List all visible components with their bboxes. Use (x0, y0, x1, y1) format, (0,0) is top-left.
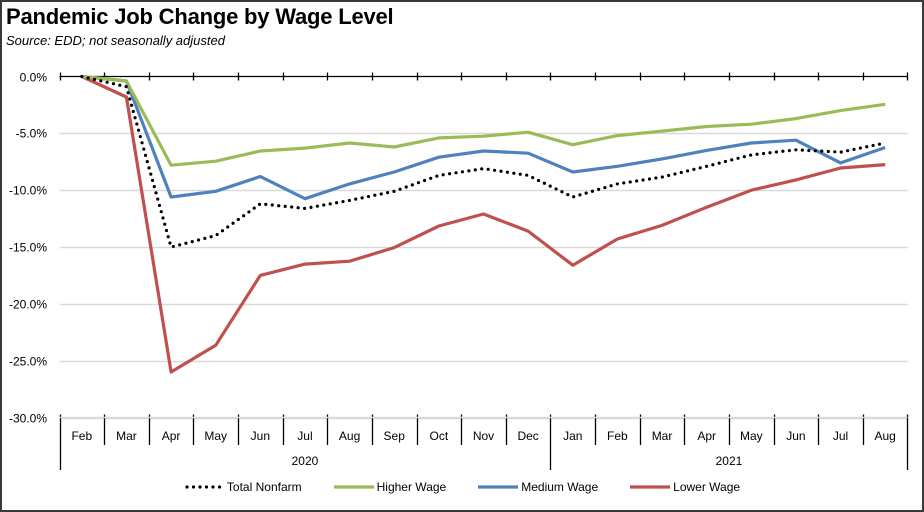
legend-item: Medium Wage (478, 480, 598, 494)
y-tick-label: 0.0% (20, 71, 48, 85)
legend-item: Higher Wage (333, 480, 447, 494)
higher-wage-line (81, 74, 886, 167)
chart-title: Pandemic Job Change by Wage Level (6, 4, 394, 29)
gridlines (59, 132, 908, 420)
x-tick-label: Feb (71, 429, 92, 443)
y-tick-label: -10.0% (9, 184, 47, 198)
x-tick-label: Jun (251, 429, 270, 443)
legend-swatch (478, 485, 519, 489)
legend-swatch (185, 485, 224, 489)
legend: Total Nonfarm Higher Wage Medium Wage Lower… (0, 480, 924, 494)
x-tick-label: Sep (384, 429, 406, 443)
x-axis: Feb Mar Apr May Jun Jul Aug Sep Oct Nov Dec Jan Feb M… (59, 72, 909, 470)
legend-swatch (630, 485, 671, 489)
y-tick-label: -15.0% (9, 241, 47, 255)
x-tick-label: Feb (607, 429, 628, 443)
series-lines (80, 74, 887, 374)
y-tick-label: -5.0% (16, 127, 48, 141)
legend-item: Lower Wage (630, 480, 740, 494)
y-tick-label: -30.0% (9, 412, 47, 426)
legend-item: Total Nonfarm (184, 480, 302, 494)
medium-wage-line (81, 74, 886, 201)
legend-swatch (333, 485, 374, 489)
x-tick-label: Jun (786, 429, 805, 443)
x-tick-label: Jul (297, 429, 312, 443)
y-tick-label: -25.0% (9, 355, 47, 369)
year-group-label: 2020 (292, 454, 319, 468)
x-tick-label: Oct (430, 429, 449, 443)
legend-label: Higher Wage (376, 480, 447, 494)
x-tick-label: Nov (473, 429, 494, 443)
x-tick-label: Mar (116, 429, 137, 443)
chart-subtitle: Source: EDD; not seasonally adjusted (6, 33, 225, 48)
x-tick-label: May (740, 429, 763, 443)
x-tick-label: Aug (875, 429, 896, 443)
x-tick-label: Dec (517, 429, 538, 443)
year-group-label: 2021 (716, 454, 743, 468)
y-axis: 0.0% -5.0% -10.0% -15.0% -20.0% -25.0% -30.0% (9, 71, 47, 426)
x-tick-label: Apr (162, 429, 181, 443)
legend-label: Medium Wage (521, 480, 599, 494)
x-tick-label: May (204, 429, 227, 443)
legend-label: Total Nonfarm (226, 480, 302, 494)
lower-wage-line (81, 75, 886, 374)
legend-label: Lower Wage (673, 480, 741, 494)
x-tick-label: Aug (339, 429, 360, 443)
x-tick-label: Mar (652, 429, 673, 443)
x-tick-label: Jan (563, 429, 582, 443)
x-tick-label: Apr (697, 429, 716, 443)
y-tick-label: -20.0% (9, 298, 47, 312)
x-tick-label: Jul (833, 429, 848, 443)
total-nonfarm-line (80, 74, 887, 249)
